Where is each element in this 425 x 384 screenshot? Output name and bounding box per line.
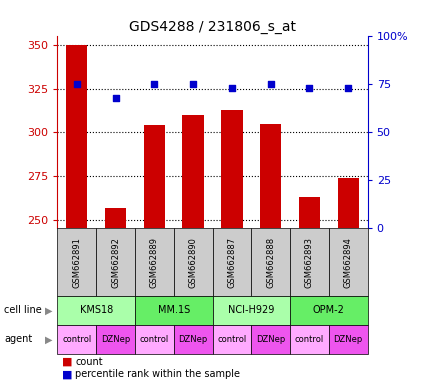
Text: GSM662889: GSM662889	[150, 237, 159, 288]
Text: ▶: ▶	[45, 334, 53, 344]
Bar	[144, 126, 165, 228]
Text: ■: ■	[62, 357, 72, 367]
Text: DZNep: DZNep	[178, 335, 208, 344]
Text: control: control	[295, 335, 324, 344]
Bar	[337, 178, 359, 228]
Text: GSM662891: GSM662891	[72, 237, 81, 288]
Text: DZNep: DZNep	[256, 335, 285, 344]
Bar	[221, 110, 243, 228]
Text: ■: ■	[62, 369, 72, 379]
Point	[306, 85, 313, 91]
Text: DZNep: DZNep	[334, 335, 363, 344]
Bar	[260, 124, 281, 228]
Text: GSM662894: GSM662894	[344, 237, 353, 288]
Text: GSM662892: GSM662892	[111, 237, 120, 288]
Text: ▶: ▶	[45, 305, 53, 315]
Bar	[299, 197, 320, 228]
Text: NCI-H929: NCI-H929	[228, 305, 275, 315]
Text: GSM662888: GSM662888	[266, 237, 275, 288]
Text: percentile rank within the sample: percentile rank within the sample	[75, 369, 240, 379]
Text: control: control	[62, 335, 91, 344]
Text: control: control	[217, 335, 246, 344]
Point	[267, 81, 274, 88]
Point	[229, 85, 235, 91]
Bar	[105, 207, 126, 228]
Text: count: count	[75, 357, 103, 367]
Bar	[66, 45, 88, 228]
Text: GSM662890: GSM662890	[189, 237, 198, 288]
Point	[112, 95, 119, 101]
Title: GDS4288 / 231806_s_at: GDS4288 / 231806_s_at	[129, 20, 296, 34]
Text: GSM662887: GSM662887	[227, 237, 236, 288]
Text: agent: agent	[4, 334, 32, 344]
Text: OPM-2: OPM-2	[313, 305, 345, 315]
Point	[345, 85, 351, 91]
Text: KMS18: KMS18	[79, 305, 113, 315]
Text: control: control	[140, 335, 169, 344]
Point	[190, 81, 196, 88]
Text: MM.1S: MM.1S	[158, 305, 190, 315]
Point	[74, 81, 80, 88]
Point	[151, 81, 158, 88]
Text: cell line: cell line	[4, 305, 42, 315]
Text: GSM662893: GSM662893	[305, 237, 314, 288]
Text: DZNep: DZNep	[101, 335, 130, 344]
Bar	[182, 115, 204, 228]
